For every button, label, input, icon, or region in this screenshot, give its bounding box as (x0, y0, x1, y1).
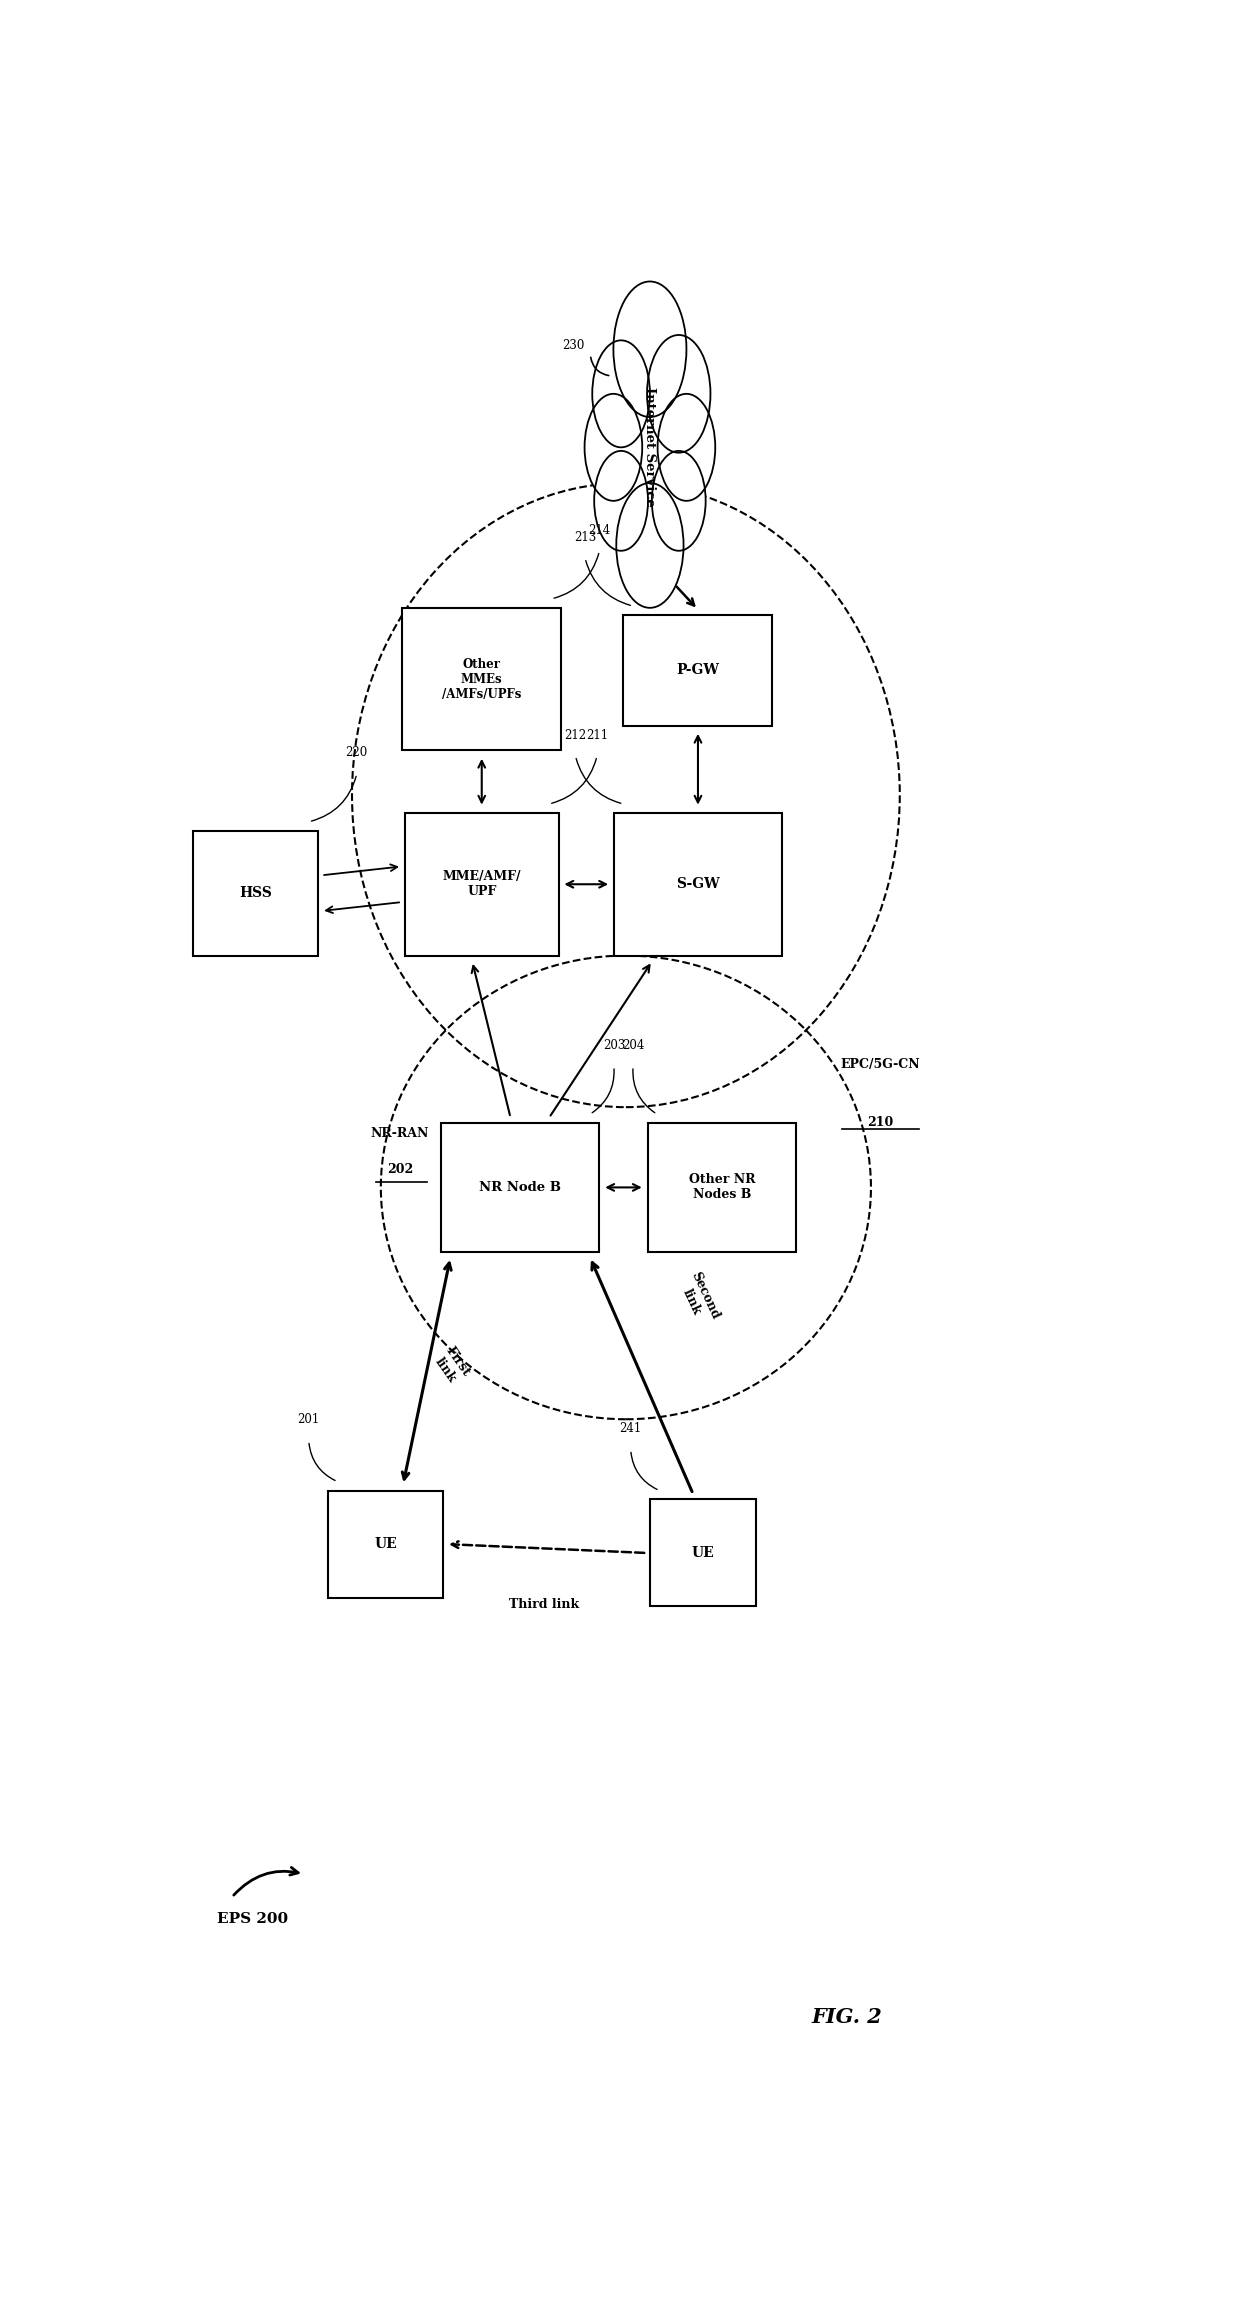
Text: 211: 211 (587, 730, 608, 741)
Text: S-GW: S-GW (676, 878, 720, 892)
FancyBboxPatch shape (327, 1492, 444, 1598)
Text: 214: 214 (588, 523, 610, 537)
FancyBboxPatch shape (403, 607, 560, 750)
Text: Other NR
Nodes B: Other NR Nodes B (688, 1174, 755, 1202)
Circle shape (616, 484, 683, 607)
Circle shape (647, 336, 711, 452)
FancyBboxPatch shape (624, 616, 773, 725)
Circle shape (594, 452, 649, 551)
Text: P-GW: P-GW (677, 662, 719, 676)
Text: 210: 210 (868, 1116, 894, 1130)
Text: EPC/5G-CN: EPC/5G-CN (841, 1058, 920, 1072)
Text: 213: 213 (574, 530, 596, 544)
Text: Third link: Third link (510, 1598, 579, 1610)
Text: 202: 202 (387, 1163, 413, 1177)
Circle shape (652, 452, 706, 551)
Circle shape (657, 394, 715, 500)
Text: UE: UE (692, 1547, 714, 1561)
Text: 212: 212 (564, 730, 587, 741)
Text: HSS: HSS (239, 887, 273, 901)
Text: 230: 230 (562, 338, 584, 352)
Text: NR-RAN: NR-RAN (371, 1128, 429, 1139)
FancyBboxPatch shape (614, 813, 782, 957)
Circle shape (593, 340, 650, 447)
Text: EPS 200: EPS 200 (217, 1911, 289, 1925)
FancyBboxPatch shape (647, 1123, 796, 1251)
FancyBboxPatch shape (404, 813, 559, 957)
Text: 203: 203 (603, 1040, 625, 1051)
Text: 204: 204 (622, 1040, 645, 1051)
Text: UE: UE (374, 1538, 397, 1552)
FancyBboxPatch shape (650, 1498, 755, 1607)
Text: Second
link: Second link (675, 1269, 722, 1327)
FancyBboxPatch shape (193, 831, 319, 957)
FancyBboxPatch shape (441, 1123, 599, 1251)
Text: 241: 241 (620, 1422, 642, 1436)
Text: FIG. 2: FIG. 2 (811, 2006, 883, 2026)
Text: Other
MMEs
/AMFs/UPFs: Other MMEs /AMFs/UPFs (441, 658, 522, 702)
Text: MME/AMF/
UPF: MME/AMF/ UPF (443, 871, 521, 899)
Text: Internet Service: Internet Service (644, 387, 656, 507)
Text: First
link: First link (430, 1343, 472, 1387)
Circle shape (584, 394, 642, 500)
Text: 201: 201 (298, 1413, 320, 1427)
Text: 220: 220 (346, 746, 368, 760)
Text: NR Node B: NR Node B (479, 1181, 562, 1195)
Circle shape (614, 283, 687, 417)
